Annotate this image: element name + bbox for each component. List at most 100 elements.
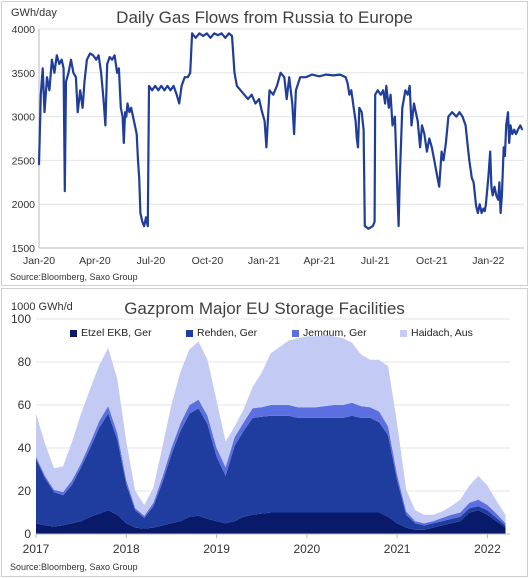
data-point <box>191 32 193 34</box>
data-point <box>42 67 44 70</box>
data-point <box>137 159 139 161</box>
data-point <box>421 124 423 126</box>
data-point <box>82 107 84 109</box>
data-point <box>233 72 236 74</box>
data-point <box>109 56 111 58</box>
chart-title: Daily Gas Flows from Russia to Europe <box>116 8 413 27</box>
data-point <box>490 186 493 188</box>
data-point <box>419 146 421 148</box>
data-point <box>354 120 357 122</box>
data-point <box>116 72 118 74</box>
data-point <box>118 67 120 70</box>
data-point <box>251 94 253 96</box>
data-point <box>465 124 467 126</box>
data-point <box>451 111 453 113</box>
x-tick-label: Jan-22 <box>472 255 504 267</box>
legend-item-rehden: Rehden, Ger <box>186 327 257 339</box>
data-point <box>258 98 260 100</box>
x-tick-label: Jan-20 <box>23 255 55 267</box>
legend-swatch <box>292 329 299 337</box>
legend-swatch <box>186 329 193 337</box>
data-point <box>132 116 134 118</box>
y-tick-label: 3000 <box>12 112 36 124</box>
data-point <box>181 85 183 87</box>
data-point <box>362 129 365 131</box>
data-point <box>293 133 295 135</box>
data-point <box>515 133 517 135</box>
data-point <box>102 98 105 100</box>
data-point <box>79 89 81 91</box>
data-point <box>364 225 366 227</box>
data-point <box>72 72 75 74</box>
data-point <box>145 216 147 218</box>
legend-item-etzel: Etzel EKB, Ger <box>70 327 152 339</box>
source-note: Source:Bloomberg, Saxo Group <box>10 562 138 572</box>
data-point <box>138 177 140 179</box>
data-point <box>461 116 464 118</box>
y-tick-label: 3500 <box>12 68 36 80</box>
data-point <box>472 181 475 183</box>
data-point <box>445 142 447 144</box>
data-point <box>92 54 94 56</box>
data-point <box>53 72 55 74</box>
x-tick-label: Apr-20 <box>79 255 111 267</box>
data-point <box>51 59 53 61</box>
legend-item-haidach: Haidach, Aus <box>400 327 473 339</box>
data-point <box>423 133 426 135</box>
data-point <box>224 37 226 39</box>
data-point <box>398 225 400 227</box>
data-point <box>489 151 491 153</box>
data-point <box>399 177 401 179</box>
data-point <box>390 94 392 96</box>
legend-label: Etzel EKB, Ger <box>81 327 152 339</box>
data-point <box>213 32 215 34</box>
y-tick-label: 2000 <box>12 199 36 211</box>
data-point <box>123 142 125 144</box>
data-point <box>261 111 263 113</box>
data-point <box>130 107 132 109</box>
data-point <box>517 129 519 131</box>
data-point <box>332 74 335 77</box>
data-point <box>493 186 496 188</box>
data-point <box>377 89 379 91</box>
data-point <box>413 102 415 105</box>
data-point <box>521 129 523 131</box>
data-point <box>356 137 358 140</box>
data-point <box>475 205 477 207</box>
data-point <box>195 37 197 39</box>
x-tick-label: Apr-21 <box>304 255 336 267</box>
x-tick-label: Oct-20 <box>192 255 224 267</box>
data-point <box>426 151 428 153</box>
data-point <box>391 124 394 126</box>
data-point <box>202 35 204 37</box>
data-point <box>189 72 191 74</box>
data-point <box>169 89 172 91</box>
data-point <box>111 59 113 61</box>
data-point <box>374 221 376 223</box>
data-point <box>209 37 212 39</box>
data-point <box>407 94 409 96</box>
data-point <box>240 89 242 91</box>
data-point <box>283 76 285 78</box>
data-point <box>228 32 230 34</box>
data-point <box>433 159 435 161</box>
data-point <box>348 94 351 96</box>
data-point <box>503 146 505 148</box>
data-point <box>325 73 327 76</box>
data-point <box>43 111 46 113</box>
data-point <box>217 34 219 36</box>
y-tick-label: 2500 <box>12 155 36 167</box>
x-tick-label: 2018 <box>113 542 140 556</box>
x-tick-label: Jul-21 <box>361 255 390 267</box>
data-point <box>438 186 440 188</box>
data-point <box>77 111 79 113</box>
data-point <box>184 76 186 78</box>
data-point <box>268 89 271 91</box>
data-point <box>357 146 359 148</box>
data-point <box>410 124 413 126</box>
data-point <box>151 89 153 91</box>
legend-swatch <box>70 329 77 337</box>
data-point <box>318 75 320 77</box>
data-point <box>141 221 143 223</box>
data-point <box>305 76 307 78</box>
